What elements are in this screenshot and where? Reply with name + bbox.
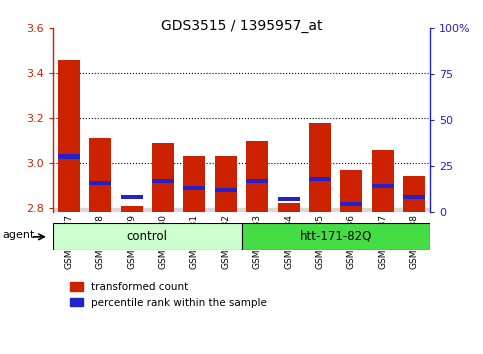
Bar [58, 154, 80, 159]
Bar [58, 60, 80, 212]
Bar [341, 170, 362, 212]
Bar [121, 206, 142, 212]
Bar [403, 177, 425, 212]
Bar [367, 208, 398, 212]
Bar [152, 143, 174, 212]
Bar [403, 195, 425, 199]
Bar [215, 188, 237, 192]
Bar [309, 177, 331, 181]
Bar [278, 204, 299, 212]
Bar [341, 202, 362, 206]
Bar [179, 208, 210, 212]
Bar [85, 208, 116, 212]
Bar [246, 179, 268, 183]
Bar [116, 208, 147, 212]
Bar [372, 184, 394, 188]
Bar [309, 122, 331, 212]
Text: htt-171-82Q: htt-171-82Q [299, 230, 372, 243]
Bar [336, 208, 367, 212]
Text: control: control [127, 230, 168, 243]
Bar [242, 223, 430, 250]
Bar [89, 138, 111, 212]
Bar [304, 208, 336, 212]
Bar [147, 208, 179, 212]
Bar [242, 208, 273, 212]
Bar [372, 149, 394, 212]
Text: GDS3515 / 1395957_at: GDS3515 / 1395957_at [161, 19, 322, 34]
Bar [246, 141, 268, 212]
Legend: transformed count, percentile rank within the sample: transformed count, percentile rank withi… [66, 278, 271, 312]
Bar [273, 208, 304, 212]
Bar [210, 208, 242, 212]
Bar [184, 186, 205, 190]
Bar [121, 195, 142, 199]
Bar [152, 179, 174, 183]
Bar [184, 156, 205, 212]
Bar [53, 208, 85, 212]
Bar [89, 181, 111, 185]
Bar [398, 208, 430, 212]
Bar [53, 223, 242, 250]
Bar [278, 197, 299, 201]
Text: agent: agent [3, 230, 35, 240]
Bar [215, 156, 237, 212]
